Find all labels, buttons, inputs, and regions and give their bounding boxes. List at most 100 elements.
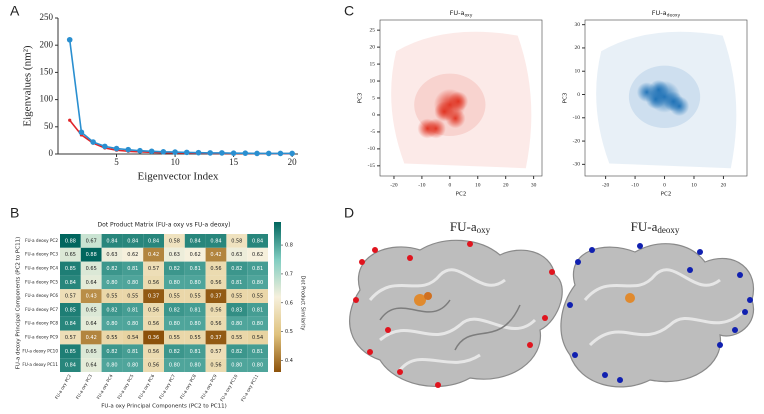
cell [164, 358, 185, 372]
density-peak [648, 79, 669, 100]
cell [80, 275, 102, 290]
colorbar-tick-label: 0.4 [285, 358, 293, 364]
cell [122, 289, 144, 303]
cell-label: 0.37 [148, 294, 159, 300]
cell-label: 0.81 [127, 266, 138, 272]
y-tick-label: -15 [368, 163, 376, 169]
cell-label: 0.36 [148, 335, 159, 341]
cell [80, 330, 102, 345]
point [265, 150, 272, 157]
cell-label: 0.80 [127, 363, 138, 369]
cell [226, 358, 248, 372]
cell-label: 0.85 [65, 266, 76, 272]
cell [143, 303, 164, 317]
cell [247, 344, 268, 359]
cell [101, 275, 123, 290]
cell-label: 0.64 [86, 363, 97, 369]
point [137, 147, 143, 154]
cell [143, 247, 164, 262]
cell-label: 0.62 [127, 252, 138, 258]
cell [205, 275, 227, 290]
cell-label: 0.64 [86, 280, 97, 286]
cell [226, 316, 248, 331]
cell [60, 234, 81, 248]
cell [247, 289, 268, 303]
cell-label: 0.85 [65, 349, 76, 355]
cell-label: 0.83 [231, 307, 242, 313]
cell-label: 0.55 [127, 294, 138, 300]
cell-label: 0.84 [210, 238, 221, 244]
x-axis-label: PC2 [661, 192, 672, 198]
cell-label: 0.84 [106, 238, 117, 244]
y-axis-label: Eigenvalues (nm²) [22, 45, 34, 127]
cell [101, 316, 123, 331]
cell-label: 0.55 [106, 335, 117, 341]
x-tick-label: -10 [631, 182, 639, 188]
y-tick-label: 10 [575, 68, 581, 74]
cell [101, 261, 123, 276]
structure-title: FU-aoxy [450, 219, 491, 235]
panel-label: C [344, 3, 354, 19]
x-axis-label: FU-a oxy Principal Components (PC2 to PC… [101, 404, 227, 410]
x-tick-label: -20 [602, 182, 610, 188]
cell-label: 0.80 [106, 280, 117, 286]
cell-label: 0.80 [169, 363, 180, 369]
x-tick-label: 10 [475, 182, 481, 188]
y-axis-label: PC3 [358, 92, 364, 103]
cell [60, 358, 81, 372]
cell [101, 344, 123, 359]
cell-label: 0.42 [86, 335, 97, 341]
y-tick-label: 0 [49, 148, 54, 158]
cell [226, 289, 248, 303]
cell [247, 330, 268, 345]
y-tick-label: 50 [44, 121, 54, 131]
row-label: FU-a deoxy PC7 [25, 307, 58, 312]
column-label: FU-a oxy PC5 [116, 373, 134, 400]
colorbar-tick-label: 0.6 [285, 300, 293, 306]
cell [122, 330, 144, 345]
cell [184, 234, 206, 248]
cell [60, 330, 81, 345]
cell [164, 247, 185, 262]
cell [122, 303, 144, 317]
panel-label: B [10, 205, 19, 221]
cell [184, 330, 206, 345]
structure-deoxy: FU-adeoxy [560, 219, 755, 388]
cell-label: 0.80 [190, 280, 201, 286]
y-tick-label: 30 [575, 22, 581, 28]
cell-label: 0.82 [231, 349, 242, 355]
cell-label: 0.81 [231, 280, 242, 286]
cell [143, 289, 164, 303]
title-main: FU-a [652, 9, 667, 17]
cell-label: 0.84 [65, 280, 76, 286]
cell [80, 234, 102, 248]
cell [164, 289, 185, 303]
cell-label: 0.88 [86, 252, 97, 258]
cell-label: 0.54 [127, 335, 138, 341]
cell-label: 0.43 [86, 294, 97, 300]
cell [60, 289, 81, 303]
cell-label: 0.56 [210, 307, 221, 313]
cell [101, 247, 123, 262]
cell-label: 0.80 [127, 321, 138, 327]
y-tick-label: 5 [372, 95, 375, 101]
point [207, 150, 213, 156]
point [230, 150, 237, 156]
cell-label: 0.80 [231, 321, 242, 327]
cell [247, 261, 268, 276]
row-label: FU-a deoxy PC9 [25, 335, 58, 340]
density-peak [448, 91, 469, 112]
cell [184, 261, 206, 276]
structure-title: FU-adeoxy [631, 219, 680, 235]
cell-label: 0.80 [169, 321, 180, 327]
cell-label: 0.82 [106, 349, 117, 355]
cell [226, 303, 248, 317]
row-label: FU-a deoxy PC6 [25, 293, 58, 298]
cell [247, 234, 268, 248]
x-tick-label: 10 [171, 157, 181, 167]
row-label: FU-a deoxy PC2 [25, 238, 58, 243]
column-label: FU-a oxy PC11 [240, 373, 260, 402]
cell-label: 0.55 [190, 335, 201, 341]
y-tick-label: 15 [370, 61, 376, 67]
cell [247, 303, 268, 317]
